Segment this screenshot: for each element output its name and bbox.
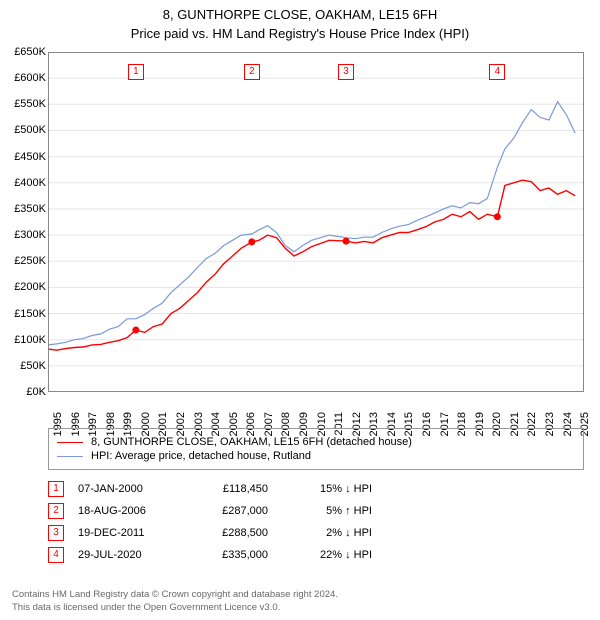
legend-item: HPI: Average price, detached house, Rutl… [57,449,575,463]
transaction-date: 18-AUG-2006 [78,505,174,517]
y-axis-label: £150K [2,308,46,320]
y-axis-label: £600K [2,72,46,84]
y-axis-label: £450K [2,151,46,163]
transaction-date: 19-DEC-2011 [78,527,174,539]
line-chart: £0K£50K£100K£150K£200K£250K£300K£350K£40… [48,52,584,392]
row-marker: 1 [48,481,64,497]
legend: 8, GUNTHORPE CLOSE, OAKHAM, LE15 6FH (de… [48,428,584,470]
transaction-diff: 2% ↓ HPI [282,527,372,539]
y-axis-label: £400K [2,177,46,189]
y-axis-label: £0K [2,386,46,398]
y-axis-label: £500K [2,124,46,136]
chart-svg [48,52,584,392]
y-axis-label: £300K [2,229,46,241]
y-axis-label: £550K [2,98,46,110]
transaction-price: £118,450 [188,483,268,495]
transaction-row: 2 18-AUG-2006 £287,000 5% ↑ HPI [48,500,372,522]
legend-label: 8, GUNTHORPE CLOSE, OAKHAM, LE15 6FH (de… [91,436,412,448]
legend-item: 8, GUNTHORPE CLOSE, OAKHAM, LE15 6FH (de… [57,435,575,449]
legend-swatch [57,442,83,443]
row-marker: 4 [48,547,64,563]
footer-text: Contains HM Land Registry data © Crown c… [12,589,338,614]
y-axis-label: £350K [2,203,46,215]
row-marker: 3 [48,525,64,541]
chart-title: 8, GUNTHORPE CLOSE, OAKHAM, LE15 6FH [0,0,600,26]
chart-subtitle: Price paid vs. HM Land Registry's House … [0,26,600,45]
price-marker: 2 [244,64,260,80]
transaction-price: £288,500 [188,527,268,539]
transaction-diff: 15% ↓ HPI [282,483,372,495]
legend-label: HPI: Average price, detached house, Rutl… [91,450,311,462]
y-axis-label: £250K [2,255,46,267]
row-marker: 2 [48,503,64,519]
price-marker: 4 [489,64,505,80]
transaction-row: 4 29-JUL-2020 £335,000 22% ↓ HPI [48,544,372,566]
transactions-table: 1 07-JAN-2000 £118,450 15% ↓ HPI2 18-AUG… [48,478,372,566]
transaction-diff: 22% ↓ HPI [282,549,372,561]
y-axis-label: £100K [2,334,46,346]
transaction-row: 1 07-JAN-2000 £118,450 15% ↓ HPI [48,478,372,500]
transaction-date: 07-JAN-2000 [78,483,174,495]
y-axis-label: £200K [2,281,46,293]
transaction-price: £335,000 [188,549,268,561]
transaction-row: 3 19-DEC-2011 £288,500 2% ↓ HPI [48,522,372,544]
y-axis-label: £50K [2,360,46,372]
transaction-price: £287,000 [188,505,268,517]
y-axis-label: £650K [2,46,46,58]
price-marker: 1 [128,64,144,80]
copyright-line: Contains HM Land Registry data © Crown c… [12,589,338,601]
legend-swatch [57,456,83,457]
transaction-diff: 5% ↑ HPI [282,505,372,517]
chart-container: 8, GUNTHORPE CLOSE, OAKHAM, LE15 6FH Pri… [0,0,600,620]
license-line: This data is licensed under the Open Gov… [12,602,338,614]
price-marker: 3 [338,64,354,80]
transaction-date: 29-JUL-2020 [78,549,174,561]
